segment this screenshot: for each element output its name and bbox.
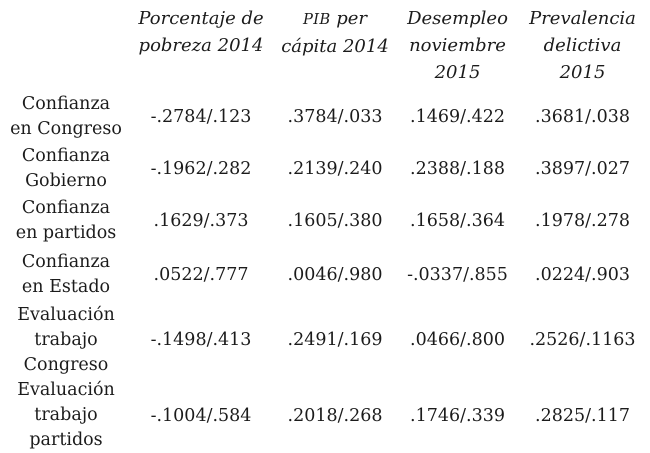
label-line: en Congreso xyxy=(10,119,122,139)
label-line: Evaluación xyxy=(17,380,115,400)
table-cell-value: .1605/.380 xyxy=(287,211,383,231)
label-line: en partidos xyxy=(15,223,117,243)
header-line-rest: per xyxy=(330,8,367,29)
column-header-pib-per-capita: PIB per cápita 2014 xyxy=(270,0,400,92)
table-cell-value: .0046/.980 xyxy=(287,264,383,285)
header-corner-spacer xyxy=(0,0,132,92)
header-line: Desempleo xyxy=(407,8,508,29)
table-cell-value: -.1498/.413 xyxy=(150,330,252,350)
table-cell-value: .3681/.038 xyxy=(535,107,630,127)
header-line: PIB per xyxy=(303,5,367,33)
row-label-evaluacion-trabajo-congreso: Evaluación trabajo Congreso xyxy=(0,302,132,378)
label-line: trabajo xyxy=(34,329,98,350)
label-line: Confianza xyxy=(21,94,111,114)
pib-acronym: PIB xyxy=(303,11,331,28)
label-line: Confianza xyxy=(21,251,111,272)
table-cell-value: .1978/.278 xyxy=(535,211,630,231)
label-line: Congreso xyxy=(23,354,109,375)
table-cell-value: .1469/.422 xyxy=(410,107,505,127)
table-cell-value: .2018/.268 xyxy=(287,405,383,426)
table-cell-value: .2388/.188 xyxy=(410,158,505,179)
table-cell-value: .0466/.800 xyxy=(410,330,505,350)
label-line: Evaluación xyxy=(17,304,115,325)
header-line: delictiva xyxy=(543,35,622,56)
header-line: Prevalencia xyxy=(529,8,636,29)
table-cell-value: .2825/.117 xyxy=(535,405,630,426)
label-line: partidos xyxy=(29,430,103,450)
label-line: trabajo xyxy=(34,405,98,425)
row-label-confianza-en-estado: Confianza en Estado xyxy=(0,247,132,302)
table-cell-value: .1629/.373 xyxy=(153,211,249,231)
header-line: 2015 xyxy=(434,62,481,83)
label-line: Confianza xyxy=(21,145,111,166)
header-line: pobreza 2014 xyxy=(138,35,264,56)
table-cell-value: .3897/.027 xyxy=(535,158,630,179)
header-line: 2015 xyxy=(559,62,606,83)
header-line: cápita 2014 xyxy=(281,36,389,57)
table-cell-value: -.1004/.584 xyxy=(150,405,252,426)
label-line: Gobierno xyxy=(25,170,107,191)
header-line: noviembre xyxy=(409,35,506,56)
column-header-porcentaje-pobreza: Porcentaje de pobreza 2014 xyxy=(132,0,270,92)
table-cell-value: .1746/.339 xyxy=(410,405,505,426)
row-label-confianza-en-congreso: Confianza en Congreso xyxy=(0,92,132,142)
table-cell-value: .2491/.169 xyxy=(287,330,383,350)
table-cell-value: .1658/.364 xyxy=(410,211,505,231)
row-label-confianza-gobierno: Confianza Gobierno xyxy=(0,142,132,195)
table-cell-value: .3784/.033 xyxy=(287,107,383,127)
table-cell-value: -.1962/.282 xyxy=(150,158,252,179)
column-header-prevalencia-delictiva: Prevalencia delictiva 2015 xyxy=(515,0,650,92)
table-cell-value: .2526/.1163 xyxy=(529,330,636,350)
table-cell-value: .0522/.777 xyxy=(153,264,249,285)
table-cell-value: .2139/.240 xyxy=(287,158,383,179)
table-cell-value: -.0337/.855 xyxy=(407,264,508,285)
column-header-desempleo-noviembre: Desempleo noviembre 2015 xyxy=(400,0,515,92)
row-label-evaluacion-trabajo-partidos: Evaluación trabajo partidos xyxy=(0,378,132,453)
table-cell-value: -.2784/.123 xyxy=(150,107,252,127)
table-cell-value: .0224/.903 xyxy=(535,264,630,285)
label-line: Confianza xyxy=(21,198,111,218)
label-line: en Estado xyxy=(21,276,111,297)
header-line: Porcentaje de xyxy=(138,8,264,29)
row-label-confianza-en-partidos: Confianza en partidos xyxy=(0,195,132,247)
